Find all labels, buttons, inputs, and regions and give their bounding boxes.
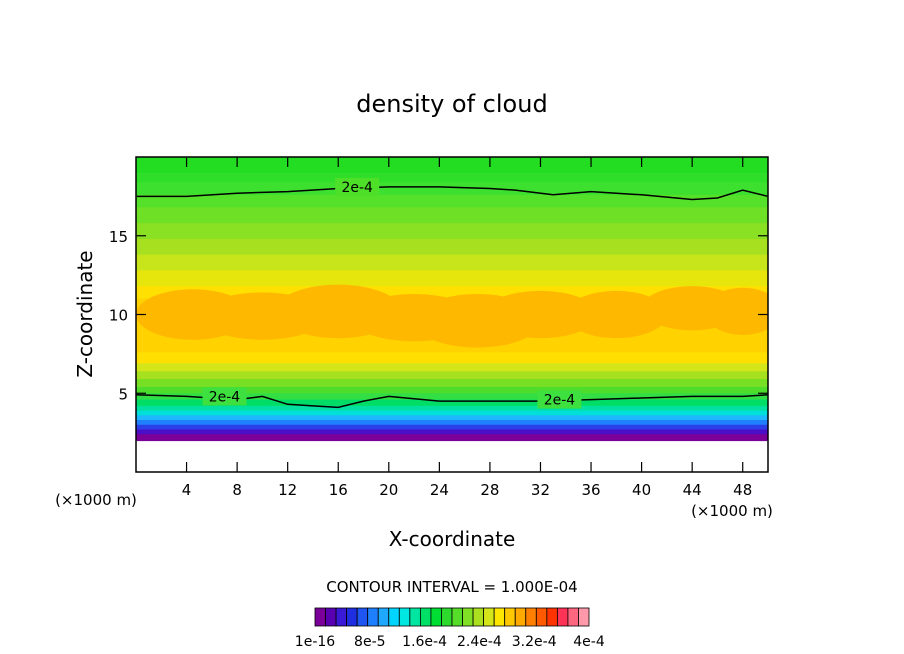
- core-regions: [136, 284, 768, 348]
- colorbar-swatch: [535, 607, 548, 627]
- colorbar-swatch: [514, 607, 527, 627]
- colorbar-label: 1e-16: [295, 634, 335, 650]
- colorbar-swatch: [567, 607, 579, 627]
- color-band: [136, 363, 768, 372]
- colorbar-swatch: [356, 607, 369, 627]
- colorbar-swatch: [525, 607, 537, 627]
- color-band: [136, 352, 768, 364]
- cloud-core-region: [704, 287, 768, 335]
- colorbar-swatch: [546, 607, 558, 627]
- color-band: [136, 254, 768, 271]
- x-tick-label: 44: [683, 481, 702, 499]
- colorbar-swatch: [398, 607, 411, 627]
- colorbar-swatch: [483, 607, 495, 627]
- color-band: [136, 386, 768, 394]
- color-band: [136, 342, 768, 353]
- color-band: [136, 405, 768, 412]
- colorbar: [314, 607, 590, 627]
- colorbar-swatch: [377, 607, 390, 627]
- y-axis: 5 10 15: [109, 228, 768, 403]
- x-tick-label: 24: [430, 481, 449, 499]
- y-tick-label: 5: [118, 385, 128, 403]
- colorbar-swatch: [314, 607, 326, 627]
- contour-lines: [136, 186, 768, 409]
- colorbar-swatch: [504, 607, 516, 627]
- x-axis-label: X-coordinate: [389, 527, 516, 551]
- color-band: [136, 238, 768, 256]
- colorbar-labels: 1e-16 8e-5 1.6e-4 2.4e-4 3.2e-4 4e-4: [295, 634, 605, 650]
- contour-label-lower-left: 2e-4: [209, 389, 241, 405]
- colorbar-swatch: [367, 607, 379, 627]
- y-tick-label: 15: [109, 228, 128, 246]
- color-band: [136, 424, 768, 431]
- contour-label-lower-right: 2e-4: [544, 393, 576, 409]
- color-band: [136, 194, 768, 208]
- x-tick-label: 4: [182, 481, 192, 499]
- contour-label-upper: 2e-4: [341, 180, 373, 196]
- colorbar-label: 2.4e-4: [457, 634, 502, 650]
- contour-label-background: [537, 390, 582, 409]
- x-unit-right: (×1000 m): [691, 502, 773, 520]
- colorbar-swatch: [441, 607, 453, 627]
- cloud-core-region: [483, 290, 598, 339]
- colorbar-swatch: [430, 607, 442, 627]
- colorbar-swatch: [451, 607, 463, 627]
- color-band: [136, 434, 768, 442]
- color-band: [136, 410, 768, 416]
- x-tick-label: 36: [581, 481, 600, 499]
- x-tick-label: 8: [232, 481, 242, 499]
- color-band: [136, 270, 768, 287]
- colorbar-swatch: [346, 607, 358, 627]
- x-tick-label: 20: [379, 481, 398, 499]
- x-tick-label: 40: [632, 481, 651, 499]
- contour-line-upper: [136, 186, 768, 201]
- contour-line-lower: [136, 394, 768, 409]
- colorbar-swatch: [335, 607, 348, 627]
- color-band: [136, 223, 768, 240]
- color-band: [136, 371, 768, 380]
- colorbar-swatch: [556, 607, 569, 627]
- colorbar-swatch: [325, 607, 337, 627]
- color-band: [136, 393, 768, 401]
- cloud-core-region: [565, 290, 667, 339]
- color-band: [136, 420, 768, 426]
- x-tick-label: 48: [733, 481, 752, 499]
- colorbar-swatch: [419, 607, 432, 627]
- color-band: [136, 207, 768, 224]
- colorbar-swatch: [388, 607, 400, 627]
- plot-area: 2e-4 2e-4 2e-4: [135, 156, 769, 473]
- color-band: [136, 379, 768, 388]
- contour-label-background: [335, 177, 380, 196]
- colorbar-swatch: [462, 607, 474, 627]
- colorbar-swatch: [409, 607, 421, 627]
- x-tick-label: 12: [278, 481, 297, 499]
- colorbar-label: 1.6e-4: [402, 634, 447, 650]
- contour-labels: 2e-4 2e-4 2e-4: [202, 177, 582, 409]
- contour-interval-text: CONTOUR INTERVAL = 1.000E-04: [326, 578, 577, 596]
- x-unit-left: (×1000 m): [55, 491, 137, 509]
- colorbar-swatch: [493, 607, 506, 627]
- color-bands: [136, 157, 768, 442]
- y-axis-label: Z-coordinate: [73, 250, 97, 377]
- x-axis: 4 8 12 16 20 24 28 32 36 40 44 48: [182, 157, 752, 499]
- color-band: [136, 172, 768, 183]
- contour-label-background: [202, 387, 247, 406]
- y-tick-label: 10: [109, 307, 128, 325]
- color-band: [136, 415, 768, 421]
- color-band: [136, 399, 768, 407]
- colorbar-label: 4e-4: [573, 634, 605, 650]
- x-tick-label: 28: [480, 481, 499, 499]
- colorbar-label: 8e-5: [354, 634, 385, 650]
- colorbar-label: 3.2e-4: [512, 634, 557, 650]
- color-band: [136, 429, 768, 435]
- chart-title: density of cloud: [356, 90, 547, 118]
- colorbar-swatch: [472, 607, 485, 627]
- color-band: [136, 157, 768, 174]
- colorbar-swatch: [578, 607, 590, 627]
- x-tick-label: 16: [329, 481, 348, 499]
- x-tick-label: 32: [531, 481, 550, 499]
